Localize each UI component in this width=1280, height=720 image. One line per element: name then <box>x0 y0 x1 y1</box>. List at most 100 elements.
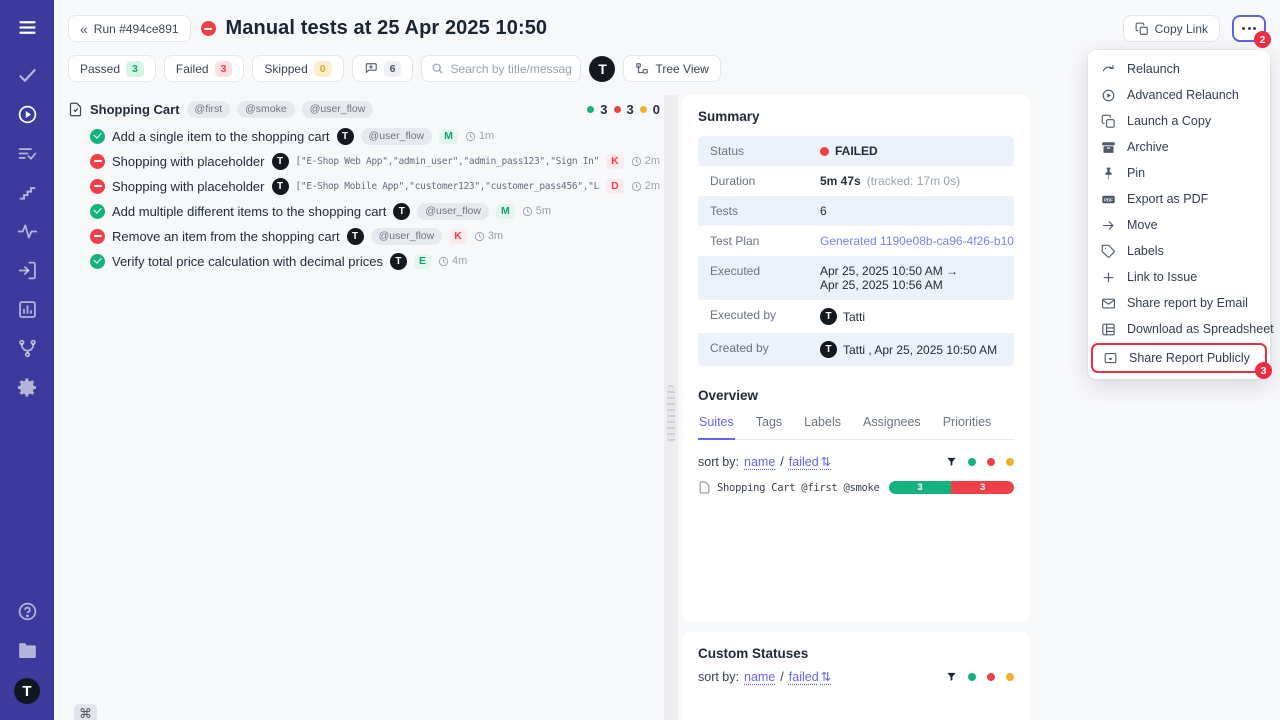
svg-text:PDF: PDF <box>1104 197 1113 202</box>
overview-suite-label[interactable]: Shopping Cart @first @smoke … <box>717 481 883 494</box>
test-row[interactable]: Shopping with placeholder T ["E-Shop Web… <box>90 152 660 170</box>
suite-tag[interactable]: @smoke <box>237 100 295 118</box>
filter-passed-button[interactable]: Passed 3 <box>68 55 156 82</box>
menu-item-label: Archive <box>1127 140 1169 154</box>
hamburger-menu-icon[interactable] <box>16 16 38 38</box>
tab-labels[interactable]: Labels <box>804 415 841 429</box>
menu-item-share-report-publicly[interactable]: Share Report Publicly <box>1093 345 1265 371</box>
test-tag[interactable]: @user_flow <box>370 227 443 245</box>
menu-item-download-as-spreadsheet[interactable]: Download as Spreadsheet <box>1088 316 1274 342</box>
user-avatar[interactable]: T <box>589 55 616 82</box>
sort-separator: / <box>780 454 784 469</box>
app-logo[interactable]: T <box>14 678 40 704</box>
filter-skipped-dot[interactable] <box>1006 672 1014 681</box>
sidebar-item-tests[interactable] <box>16 64 38 86</box>
test-title[interactable]: Remove an item from the shopping cart <box>112 228 340 244</box>
test-row[interactable]: Add a single item to the shopping cart T… <box>90 127 660 145</box>
relaunch-icon <box>1102 64 1114 71</box>
filter-failed-dot[interactable] <box>987 672 995 681</box>
custom-statuses-title: Custom Statuses <box>698 646 809 661</box>
menu-item-export-as-pdf[interactable]: PDF Export as PDF <box>1088 186 1270 212</box>
keyboard-shortcut-badge[interactable]: ⌘ <box>74 704 97 720</box>
summary-title: Summary <box>698 109 760 124</box>
sort-by-failed-link[interactable]: failed ⇅ <box>788 454 832 470</box>
test-tag[interactable]: @user_flow <box>360 127 433 145</box>
projects-icon[interactable] <box>16 639 38 661</box>
tree-view-button[interactable]: Tree View <box>623 55 721 82</box>
pane-scrollbar-thumb[interactable] <box>667 385 675 443</box>
test-plan-link[interactable]: Generated 1190e08b-ca96-4f26-b10f-d6dc..… <box>820 234 1014 248</box>
sidebar-item-import[interactable] <box>16 259 38 281</box>
menu-item-pin[interactable]: Pin <box>1088 160 1270 186</box>
test-duration: 1m <box>465 130 494 142</box>
suite-result-bar[interactable]: 3 3 <box>888 481 1014 494</box>
sidebar-item-analytics[interactable] <box>16 298 38 320</box>
suite-tag[interactable]: @first <box>186 100 231 118</box>
filter-passed-dot[interactable] <box>968 457 976 466</box>
test-title[interactable]: Add multiple different items to the shop… <box>112 203 387 219</box>
custom-statuses-sort-row: sort by: name / failed ⇅ <box>698 669 1014 684</box>
pane-scrollbar <box>664 95 678 720</box>
filter-funnel-icon[interactable] <box>946 456 957 467</box>
test-title[interactable]: Shopping with placeholder <box>112 153 265 169</box>
test-row[interactable]: Shopping with placeholder T ["E-Shop Mob… <box>90 177 660 195</box>
comments-filter-button[interactable]: 6 <box>351 55 414 82</box>
test-letter-badge: M <box>495 203 515 219</box>
menu-item-link-to-issue[interactable]: Link to Issue <box>1088 264 1270 290</box>
sort-by-failed-link[interactable]: failed ⇅ <box>788 669 832 685</box>
pin-icon <box>1105 167 1112 180</box>
menu-item-launch-a-copy[interactable]: Launch a Copy <box>1088 108 1270 134</box>
suite-tag[interactable]: @user_flow <box>301 100 374 118</box>
suite-name[interactable]: Shopping Cart <box>90 101 180 117</box>
sort-by-name-link[interactable]: name <box>744 669 776 684</box>
sidebar-item-branches[interactable] <box>16 337 38 359</box>
more-options-menu: Relaunch Advanced Relaunch Launch a Copy… <box>1088 50 1274 379</box>
tab-priorities[interactable]: Priorities <box>942 415 992 429</box>
search-input[interactable] <box>450 61 572 76</box>
sidebar-item-runs[interactable] <box>16 103 38 125</box>
menu-item-move[interactable]: Move <box>1088 212 1270 238</box>
tab-assignees[interactable]: Assignees <box>863 415 921 429</box>
copy-link-button[interactable]: Copy Link <box>1122 15 1220 42</box>
help-icon[interactable] <box>16 600 38 622</box>
test-title[interactable]: Verify total price calculation with deci… <box>112 253 383 269</box>
test-row[interactable]: Remove an item from the shopping cart T … <box>90 227 660 245</box>
back-to-run-button[interactable]: « Run #494ce891 <box>68 15 191 42</box>
sort-by-name-link[interactable]: name <box>744 454 776 469</box>
menu-item-archive[interactable]: Archive <box>1088 134 1270 160</box>
sidebar-item-steps[interactable] <box>16 181 38 203</box>
filter-funnel-icon[interactable] <box>946 671 957 682</box>
sidebar-item-pulse[interactable] <box>16 220 38 242</box>
sidebar-item-test-plans[interactable] <box>16 142 38 164</box>
filter-passed-dot[interactable] <box>968 672 976 681</box>
filter-failed-dot[interactable] <box>987 457 995 466</box>
test-duration: 2m <box>631 155 660 167</box>
more-options-button[interactable]: 2 <box>1232 15 1271 48</box>
test-tag[interactable]: @user_flow <box>417 202 489 220</box>
test-title[interactable]: Shopping with placeholder <box>112 178 265 194</box>
test-row[interactable]: Verify total price calculation with deci… <box>90 252 660 270</box>
summary-row-executed: Executed Apr 25, 2025 10:50 AM → Apr 25,… <box>698 256 1014 300</box>
filter-failed-button[interactable]: Failed 3 <box>163 55 245 82</box>
menu-item-relaunch[interactable]: Relaunch <box>1088 56 1270 82</box>
filter-skipped-button[interactable]: Skipped 0 <box>252 55 344 82</box>
test-duration: 2m <box>631 180 660 192</box>
step-badge-2: 2 <box>1254 31 1271 48</box>
tab-tags[interactable]: Tags <box>755 415 783 429</box>
overview-suite-row[interactable]: Shopping Cart @first @smoke … 3 3 <box>698 481 1014 494</box>
tab-suites[interactable]: Suites <box>698 415 735 440</box>
sidebar-item-settings[interactable] <box>16 376 38 398</box>
duration-value: 5m 47s <box>820 174 861 188</box>
test-row[interactable]: Add multiple different items to the shop… <box>90 202 660 220</box>
test-title[interactable]: Add a single item to the shopping cart <box>112 128 330 144</box>
tutorial-highlight-box: Share Report Publicly 3 <box>1091 343 1272 379</box>
menu-item-advanced-relaunch[interactable]: Advanced Relaunch <box>1088 82 1270 108</box>
plus-icon <box>1103 272 1114 282</box>
suite-row[interactable]: Shopping Cart @first @smoke @user_flow 3… <box>68 100 660 118</box>
test-duration: 4m <box>438 255 467 267</box>
filter-skipped-dot[interactable] <box>1006 457 1014 466</box>
filter-bar: Passed 3 Failed 3 Skipped 0 6 T Tree Vie… <box>54 48 1280 82</box>
menu-item-labels[interactable]: Labels <box>1088 238 1270 264</box>
menu-item-share-report-by-email[interactable]: Share report by Email <box>1088 290 1270 316</box>
test-letter-badge: D <box>606 178 624 194</box>
